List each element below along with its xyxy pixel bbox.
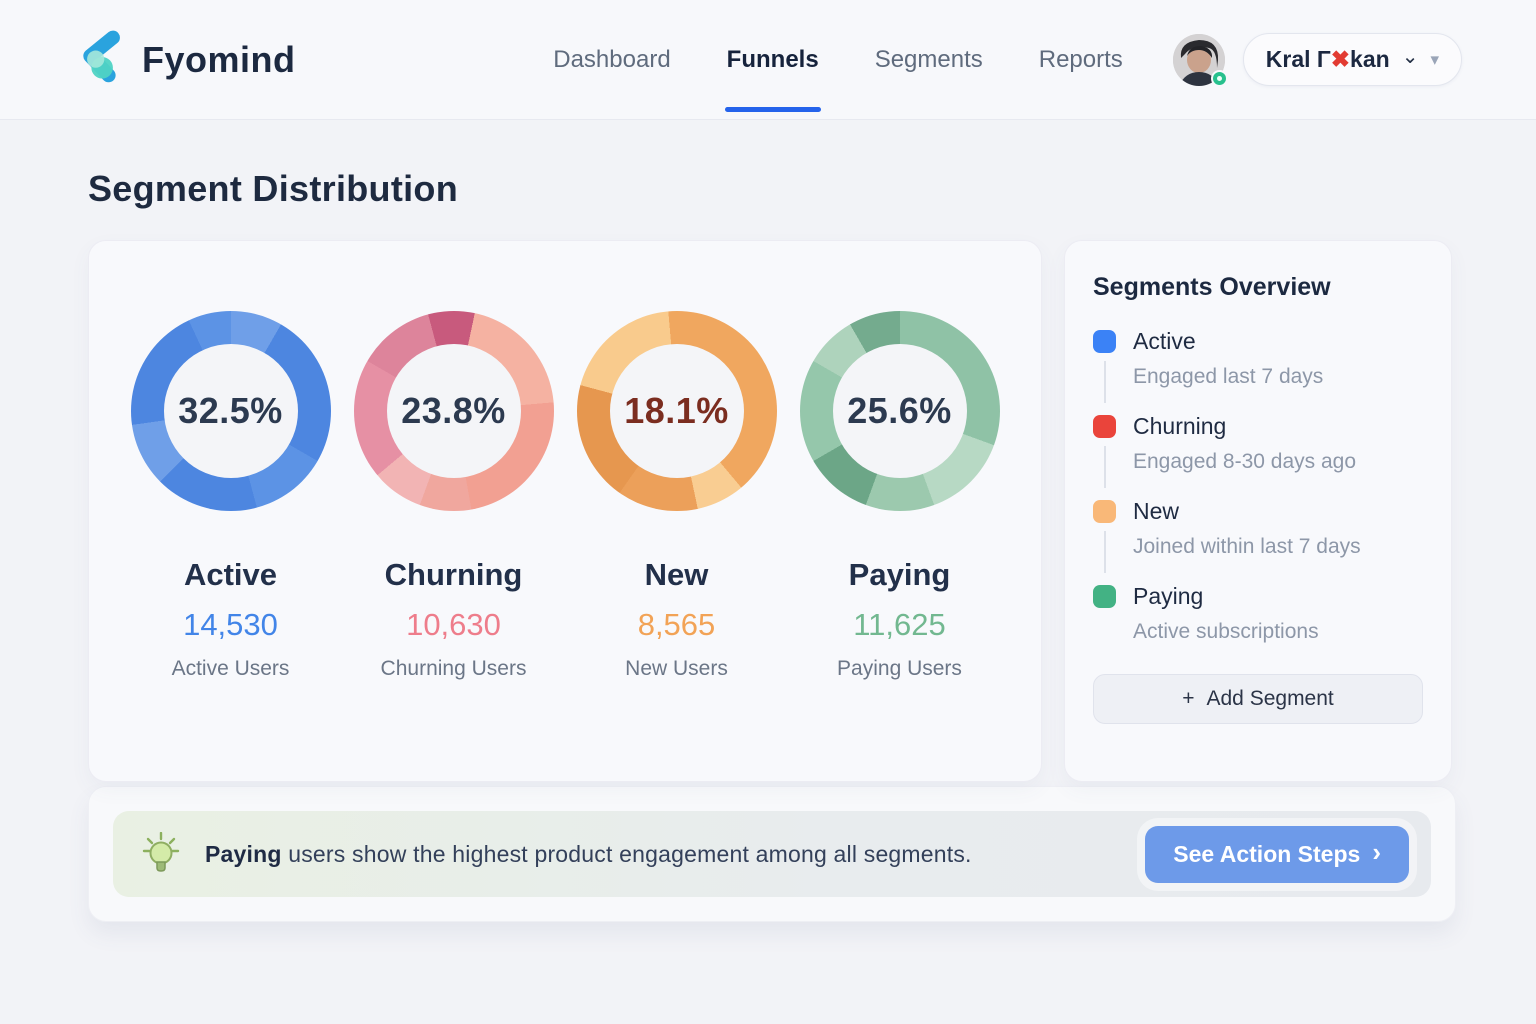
segment-column-churning: 23.8% Churning 10,630 Churning Users (342, 311, 565, 781)
nav-item-funnels[interactable]: Funnels (724, 8, 821, 112)
user-menu[interactable]: Kral Γ✖kan ⌄ ▾ (1242, 33, 1462, 86)
segment-label-new: New (644, 557, 709, 592)
insight-section: Paying users show the highest product en… (88, 786, 1456, 922)
percent-active: 32.5% (178, 390, 283, 431)
dropdown-arrow-icon[interactable]: ▾ (1430, 49, 1439, 69)
legend-item-churning: Churning Engaged 8-30 days ago (1093, 413, 1423, 490)
donut-chart-new[interactable]: 18.1% (576, 311, 777, 511)
segment-value-new: 8,565 (637, 607, 716, 642)
segments-overview-card: Segments Overview Active Engaged last 7 … (1064, 240, 1452, 782)
legend-desc-new: Joined within last 7 days (1133, 535, 1361, 558)
segment-sublabel-paying: Paying Users (837, 657, 962, 680)
segment-label-churning: Churning (384, 557, 523, 592)
user-name: Kral Γ✖kan (1265, 46, 1390, 72)
add-segment-label: Add Segment (1206, 687, 1334, 710)
chevron-down-icon: ⌄ (1401, 45, 1419, 68)
legend-name-paying: Paying (1133, 583, 1204, 609)
nav-item-segments[interactable]: Segments (874, 45, 983, 73)
broken-char-icon: ✖ (1330, 46, 1351, 72)
nav-item-reports[interactable]: Reports (1038, 45, 1123, 73)
segment-distribution-card: 32.5% Active 14,530 Active Users 23.8% C… (88, 240, 1042, 782)
legend-name-active: Active (1133, 328, 1196, 354)
legend-connector (1104, 446, 1106, 488)
user-avatar[interactable] (1172, 33, 1228, 87)
legend-chip-active (1093, 330, 1116, 353)
see-action-steps-button[interactable]: See Action Steps › (1145, 825, 1409, 883)
segment-value-paying: 11,625 (853, 607, 946, 642)
app-header: Fyomind Dashboard Funnels Segments Repor… (0, 0, 1536, 120)
legend-desc-active: Engaged last 7 days (1133, 365, 1324, 388)
legend-connector (1104, 361, 1106, 403)
segment-value-churning: 10,630 (406, 607, 501, 642)
legend-item-active: Active Engaged last 7 days (1093, 328, 1423, 405)
segment-column-active: 32.5% Active 14,530 Active Users (119, 311, 342, 781)
percent-paying: 25.6% (847, 390, 952, 431)
chevron-right-icon: › (1372, 837, 1381, 867)
segments-overview-title: Segments Overview (1093, 273, 1331, 301)
legend-connector (1104, 616, 1106, 658)
brand-logo[interactable]: Fyomind (72, 29, 296, 90)
segment-sublabel-new: New Users (625, 657, 728, 680)
action-button-label: See Action Steps (1173, 840, 1361, 867)
fyomind-logo-icon (72, 29, 128, 90)
legend-connector (1104, 531, 1106, 573)
insight-highlight: Paying (205, 840, 282, 867)
legend-chip-churning (1093, 415, 1116, 438)
percent-churning: 23.8% (401, 390, 506, 431)
legend-desc-churning: Engaged 8-30 days ago (1133, 450, 1357, 473)
donut-chart-churning[interactable]: 23.8% (353, 311, 554, 511)
segment-sublabel-churning: Churning Users (380, 657, 527, 680)
plus-icon: + (1182, 687, 1195, 710)
page-title: Segment Distribution (88, 168, 459, 209)
donut-chart-active[interactable]: 32.5% (130, 311, 331, 511)
online-status-badge (1210, 69, 1228, 87)
legend-item-new: New Joined within last 7 days (1093, 498, 1423, 575)
main-content: Segment Distribution 32.5% Active 14,530… (0, 120, 1536, 922)
donut-chart-paying[interactable]: 25.6% (799, 311, 1000, 511)
brand-name: Fyomind (142, 38, 296, 80)
segment-column-new: 18.1% New 8,565 New Users (565, 311, 788, 781)
add-segment-button[interactable]: + Add Segment (1093, 674, 1423, 724)
legend-desc-paying: Active subscriptions (1133, 620, 1319, 643)
insight-text: Paying users show the highest product en… (205, 840, 972, 867)
lightbulb-icon (141, 831, 181, 876)
segment-label-paying: Paying (848, 557, 951, 592)
legend-name-new: New (1133, 498, 1180, 524)
legend-chip-paying (1093, 585, 1116, 608)
legend-name-churning: Churning (1133, 413, 1227, 439)
segment-column-paying: 25.6% Paying 11,625 Paying Users (788, 311, 1011, 781)
segment-value-active: 14,530 (183, 607, 278, 642)
legend-item-paying: Paying Active subscriptions (1093, 583, 1423, 660)
user-area: Kral Γ✖kan ⌄ ▾ (1172, 33, 1462, 87)
percent-new: 18.1% (624, 390, 729, 431)
insight-banner: Paying users show the highest product en… (113, 811, 1431, 897)
segment-sublabel-active: Active Users (171, 657, 290, 680)
segment-label-active: Active (183, 557, 278, 592)
main-nav: Dashboard Funnels Segments Reports (551, 8, 1125, 112)
legend-chip-new (1093, 500, 1116, 523)
nav-item-dashboard[interactable]: Dashboard (553, 45, 671, 73)
